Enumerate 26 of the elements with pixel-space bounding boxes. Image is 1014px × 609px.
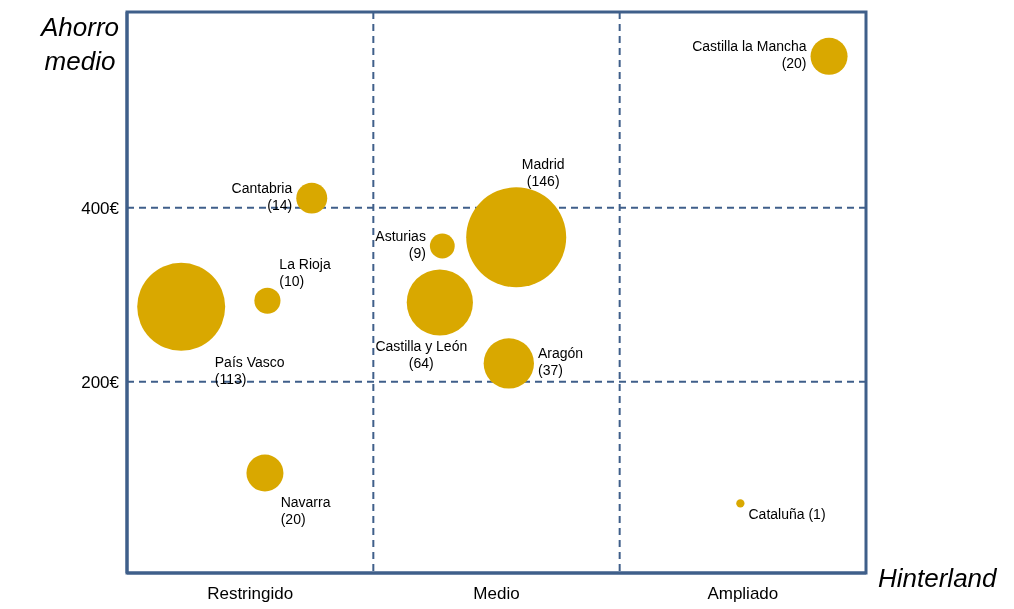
text: Cataluña (1) — [748, 506, 826, 523]
y-tick-label: 200€ — [81, 372, 120, 392]
x-tick-label: Medio — [473, 584, 520, 604]
series-label: País Vasco — [214, 353, 285, 370]
series-label: Navarra — [280, 494, 331, 511]
series-label: Aragón — [537, 345, 584, 362]
data-label: (146) — [526, 172, 560, 189]
data-label: (14) — [267, 196, 293, 213]
data-label: (9) — [408, 244, 426, 261]
y-axis-title: Ahorro medio — [40, 11, 120, 78]
data-label: (20) — [280, 511, 306, 528]
series-label: Castilla la Mancha — [692, 38, 807, 55]
x-tick-label: Restringido — [207, 584, 294, 604]
series-label: Asturias — [375, 227, 426, 244]
data-label: (64) — [408, 355, 434, 372]
data-label: (10) — [279, 273, 305, 290]
x-tick-label: Ampliado — [707, 584, 779, 604]
series-label: Castilla y León — [375, 338, 468, 355]
series-label: Cantabria — [231, 179, 293, 196]
data-label: (113) — [214, 370, 247, 387]
y-tick-label: 400€ — [81, 198, 120, 218]
x-axis-title: Hinterland — [878, 563, 997, 594]
data-label: (20) — [781, 55, 807, 72]
data-label: (37) — [537, 362, 563, 379]
series-label: La Rioja — [279, 256, 331, 273]
series-label: Madrid — [521, 155, 565, 172]
